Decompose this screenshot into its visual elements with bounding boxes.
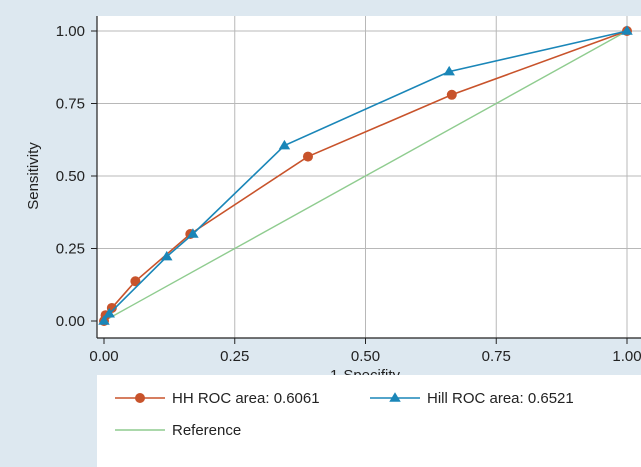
grid bbox=[97, 16, 641, 338]
data-point bbox=[446, 89, 457, 100]
y-tick-label: 0.50 bbox=[56, 168, 85, 185]
data-point bbox=[389, 392, 401, 402]
legend-label: Reference bbox=[172, 422, 241, 439]
y-axis-ticks: 0.00 0.25 0.50 0.75 1.00 bbox=[56, 23, 97, 330]
axes bbox=[96, 16, 641, 339]
legend-item: Hill ROC area: 0.6521 bbox=[370, 390, 574, 407]
plot-area bbox=[97, 16, 641, 338]
legend-label: Hill ROC area: 0.6521 bbox=[427, 390, 574, 407]
legend: HH ROC area: 0.6061 Hill ROC area: 0.6521… bbox=[115, 390, 574, 439]
x-axis-ticks: 0.00 0.25 0.50 0.75 1.00 bbox=[89, 338, 641, 365]
data-point bbox=[135, 393, 145, 403]
data-point bbox=[98, 315, 110, 325]
series-reference bbox=[103, 30, 628, 322]
series-hill bbox=[98, 25, 633, 325]
y-tick-label: 0.75 bbox=[56, 96, 85, 113]
y-tick-label: 0.25 bbox=[56, 241, 85, 258]
x-tick-label: 0.75 bbox=[482, 348, 511, 365]
legend-item: HH ROC area: 0.6061 bbox=[115, 390, 320, 407]
y-tick-label: 0.00 bbox=[56, 313, 85, 330]
x-tick-label: 0.25 bbox=[220, 348, 249, 365]
data-point bbox=[103, 308, 115, 318]
series-layer bbox=[98, 25, 633, 326]
data-point bbox=[621, 25, 633, 35]
data-point bbox=[278, 139, 291, 150]
legend-box bbox=[97, 375, 641, 467]
x-tick-label: 0.50 bbox=[351, 348, 380, 365]
legend-label: HH ROC area: 0.6061 bbox=[172, 390, 320, 407]
legend-item: Reference bbox=[115, 422, 241, 439]
y-tick-label: 1.00 bbox=[56, 23, 85, 40]
data-point bbox=[302, 151, 313, 162]
x-tick-label: 0.00 bbox=[89, 348, 118, 365]
data-point bbox=[187, 228, 199, 238]
y-axis-label: Sensitivity bbox=[25, 142, 42, 210]
x-tick-label: 1.00 bbox=[612, 348, 641, 365]
data-point bbox=[130, 276, 141, 287]
data-point bbox=[161, 250, 173, 261]
data-point bbox=[443, 65, 455, 76]
series-line bbox=[103, 30, 628, 322]
